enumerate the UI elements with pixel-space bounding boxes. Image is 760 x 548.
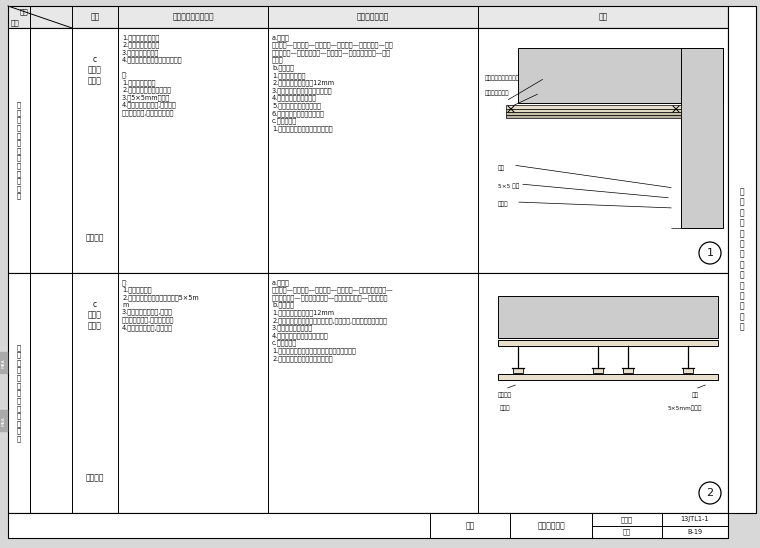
Bar bbox=[681, 48, 723, 228]
Text: 名称: 名称 bbox=[90, 13, 100, 21]
Text: 5×5mm工艺槽: 5×5mm工艺槽 bbox=[668, 405, 702, 411]
Bar bbox=[623, 368, 633, 373]
Bar bbox=[498, 374, 718, 380]
Text: a.施工序
备备工序—覆育钢板—材料加工—墨基木架—木饰面直通固定—
干式允钢调平—贴面石膏板基层—成品木饰面平装—完成面处理
b.用料分析
1.选用胶皮少工木: a.施工序 备备工序—覆育钢板—材料加工—墨基木架—木饰面直通固定— 干式允钢调… bbox=[272, 279, 394, 362]
Text: c
木饰面
与墙饰: c 木饰面 与墙饰 bbox=[88, 300, 102, 330]
Bar bbox=[728, 6, 756, 513]
Text: 木饰面与墙饰: 木饰面与墙饰 bbox=[537, 521, 565, 530]
Text: （标准）: （标准） bbox=[86, 233, 104, 243]
Bar bbox=[8, 6, 728, 28]
Text: 5×5 副槽: 5×5 副槽 bbox=[498, 183, 519, 189]
Text: 图纸号: 图纸号 bbox=[621, 516, 633, 523]
Text: 用料及分层做法: 用料及分层做法 bbox=[356, 13, 389, 21]
Text: MBA: MBA bbox=[2, 416, 6, 426]
Bar bbox=[506, 105, 681, 109]
Bar bbox=[0, 352, 8, 374]
Text: 页次: 页次 bbox=[623, 528, 631, 535]
Bar bbox=[498, 340, 718, 346]
Text: （平面）: （平面） bbox=[86, 473, 104, 482]
Text: 墙
面
不
同
材
质
墙
面
多
工
艺
做
法: 墙 面 不 同 材 质 墙 面 多 工 艺 做 法 bbox=[17, 344, 21, 442]
Text: 类别: 类别 bbox=[11, 20, 19, 26]
Text: B-19: B-19 bbox=[688, 529, 702, 535]
Text: 胶层的层石膏板: 胶层的层石膏板 bbox=[485, 90, 509, 96]
Text: 2: 2 bbox=[707, 488, 714, 498]
Bar bbox=[8, 273, 728, 513]
Bar bbox=[498, 296, 718, 338]
Bar bbox=[506, 115, 681, 118]
Text: 13JTL1-1: 13JTL1-1 bbox=[681, 516, 709, 522]
Bar bbox=[506, 112, 681, 115]
Bar bbox=[8, 513, 728, 538]
Bar bbox=[593, 368, 603, 373]
Text: MBA: MBA bbox=[2, 358, 6, 368]
Text: 简图: 简图 bbox=[598, 13, 608, 21]
Text: a.施工序
备备工序—覆育钢板—材料加工—墨基木架—木允钢调平—木饰
面基础固定—石膏事宜固定—贴贴墙纸—墙底木饰面贯穿—完成
面处理
b.用料分析
1.木龙骨: a.施工序 备备工序—覆育钢板—材料加工—墨基木架—木允钢调平—木饰 面基础固定… bbox=[272, 34, 394, 132]
Text: 木饰面: 木饰面 bbox=[498, 201, 508, 207]
Text: 1: 1 bbox=[707, 248, 714, 258]
Bar bbox=[0, 410, 8, 432]
Text: 木饰面: 木饰面 bbox=[500, 405, 510, 411]
Text: 1.增减零等与木饰面
2.木饰面线条与墙面
3.木饰面台面与墙面
4.木饰面造型转角与墙板边缘转角

注:
1.木海面干挂工艺
2.墙纸与木饰面的制备音节
3.: 1.增减零等与木饰面 2.木饰面线条与墙面 3.木饰面台面与墙面 4.木饰面造型… bbox=[122, 34, 182, 116]
Bar bbox=[506, 109, 681, 112]
Text: 干式龙骨: 干式龙骨 bbox=[498, 392, 512, 398]
Text: c
木饰面
与墙饰: c 木饰面 与墙饰 bbox=[88, 55, 102, 85]
Text: 墙板: 墙板 bbox=[692, 392, 698, 398]
Bar bbox=[683, 368, 693, 373]
Bar bbox=[518, 48, 723, 103]
Text: 墙板: 墙板 bbox=[498, 165, 505, 171]
Bar bbox=[513, 368, 523, 373]
Text: 编号: 编号 bbox=[20, 9, 28, 15]
Text: 注:
1.增纸剪具工艺
2.墙纸与木饰面的制备水饰面标5×5m
m
3.墙纸容易空独层先,后层不
乳胶漆属于状于,干燥以后再刷
4.木饰面容后处理,留缝处理: 注: 1.增纸剪具工艺 2.墙纸与木饰面的制备水饰面标5×5m m 3.墙纸容易… bbox=[122, 279, 199, 330]
Text: 木龙骨防火板基础处理: 木龙骨防火板基础处理 bbox=[485, 75, 520, 81]
Text: 墙
面
不
同
材
质
墙
面
多
工
艺
做
法: 墙 面 不 同 材 质 墙 面 多 工 艺 做 法 bbox=[17, 101, 21, 199]
Bar bbox=[8, 28, 728, 273]
Text: 图名: 图名 bbox=[465, 521, 475, 530]
Text: 墙
面
不
同
材
质
墙
面
相
邻
工
艺
做
法: 墙 面 不 同 材 质 墙 面 相 邻 工 艺 做 法 bbox=[739, 187, 744, 332]
Text: 适用部位及注意事项: 适用部位及注意事项 bbox=[173, 13, 214, 21]
